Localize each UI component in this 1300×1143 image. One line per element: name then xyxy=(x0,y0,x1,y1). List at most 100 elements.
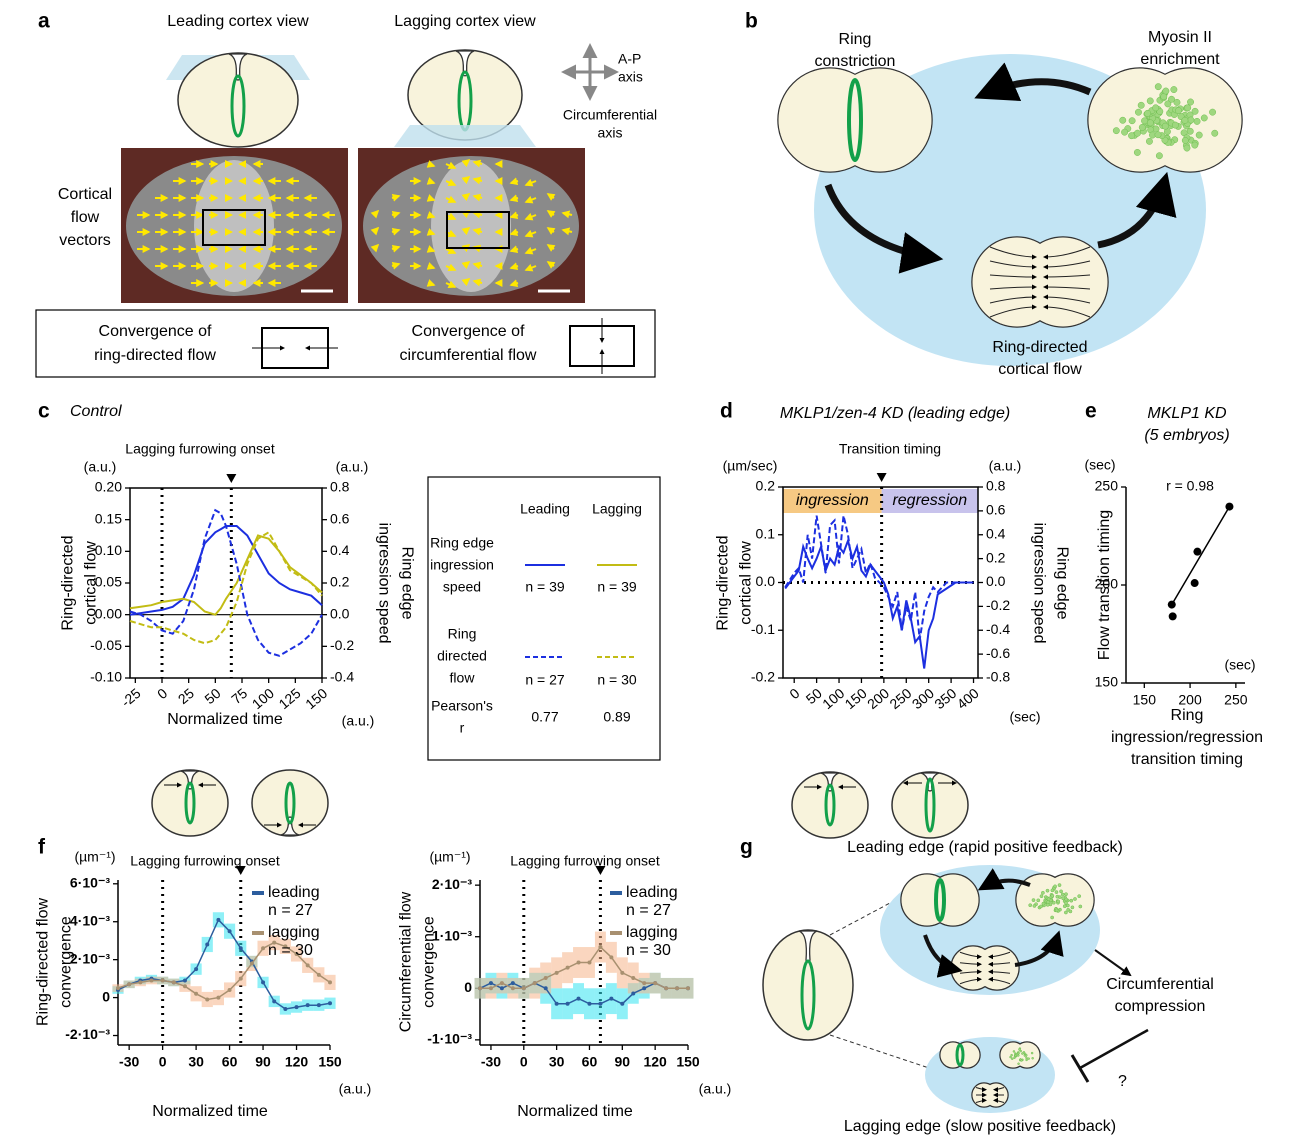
series-line xyxy=(785,541,973,669)
y-tick-label: -0.2 xyxy=(751,669,775,685)
annotation: Lagging furrowing onset xyxy=(130,853,280,869)
cell-text: n = 30 xyxy=(597,672,637,688)
series-point xyxy=(566,966,570,970)
myosin-dot xyxy=(1018,1048,1020,1050)
myosin-dot xyxy=(1175,107,1181,113)
point xyxy=(1191,579,1199,587)
myosin-dot xyxy=(1163,88,1169,94)
series-point xyxy=(620,971,624,975)
myosin-dot xyxy=(1134,130,1140,136)
series-point xyxy=(533,981,537,985)
series-point xyxy=(116,986,120,990)
y2-tick-label: -0.4 xyxy=(986,621,1010,637)
panel-label: g xyxy=(740,836,753,859)
node-label: compression xyxy=(1115,998,1206,1015)
series-point xyxy=(328,980,332,984)
y2-tick-label: 0.8 xyxy=(986,478,1006,494)
chart-title: MKLP1 KD xyxy=(1147,405,1227,422)
inhibition-bar xyxy=(1072,1055,1088,1082)
imaging-plane xyxy=(394,125,536,147)
series-point xyxy=(577,961,581,965)
panel-label: d xyxy=(720,400,733,423)
unit: (sec) xyxy=(1009,709,1040,725)
myosin-dot xyxy=(1113,127,1119,133)
row-label: flow xyxy=(71,209,100,226)
annotation: Transition timing xyxy=(839,441,941,457)
myosin-dot xyxy=(1029,904,1032,907)
row-label: directed xyxy=(437,648,487,664)
cell-text: 0.77 xyxy=(531,709,558,725)
myosin-dot xyxy=(1121,129,1127,135)
cell-fill xyxy=(829,69,932,172)
node-label: Ring-directed xyxy=(992,339,1087,356)
point xyxy=(1193,548,1201,556)
axis-label: axis xyxy=(598,125,623,141)
series-point xyxy=(194,967,198,971)
row-label: ingression xyxy=(430,557,494,573)
y-axis-label: convergence xyxy=(58,916,75,1008)
arrow xyxy=(1095,950,1130,975)
series-point xyxy=(328,1001,332,1005)
panel-label: f xyxy=(38,836,46,859)
unit: (a.u.) xyxy=(84,459,117,475)
y-tick-label: 0.1 xyxy=(756,525,776,541)
series-point xyxy=(183,979,187,983)
x-tick-label: 30 xyxy=(549,1054,565,1070)
myosin-dot xyxy=(1069,910,1072,913)
myosin-dot xyxy=(1028,1058,1030,1060)
series-point xyxy=(149,979,153,983)
myosin-dot xyxy=(1129,118,1135,124)
column-header: Lagging xyxy=(592,501,642,517)
x-axis-label: Normalized time xyxy=(152,1103,268,1120)
y2-tick-label: -0.8 xyxy=(986,669,1010,685)
myosin-dot xyxy=(1062,897,1065,900)
x-axis-label: Normalized time xyxy=(517,1103,633,1120)
series-point xyxy=(250,961,254,965)
embryo-image xyxy=(194,160,274,292)
legend-text: ring-directed flow xyxy=(94,347,216,364)
series-point xyxy=(261,980,265,984)
series-point xyxy=(653,981,657,985)
myosin-dot xyxy=(1052,901,1055,904)
x-tick-label: 90 xyxy=(615,1054,631,1070)
node-label: cortical flow xyxy=(998,361,1082,378)
series-point xyxy=(587,1002,591,1006)
legend-text: circumferential flow xyxy=(400,347,537,364)
x-tick-label: -30 xyxy=(119,1054,139,1070)
panel-label: b xyxy=(745,10,758,33)
connector xyxy=(830,1035,935,1070)
myosin-dot xyxy=(1152,105,1158,111)
unit: (µm/sec) xyxy=(723,458,778,474)
myosin-dot xyxy=(1188,117,1194,123)
x-tick-label: 50 xyxy=(201,685,223,707)
x-tick-label: 200 xyxy=(1178,692,1202,708)
myosin-dot xyxy=(1059,890,1062,893)
legend-box xyxy=(36,310,655,377)
myosin-dot xyxy=(1026,1059,1028,1061)
row-label: Ring edge xyxy=(430,535,494,551)
x-tick-label: 60 xyxy=(222,1054,238,1070)
unit: (a.u.) xyxy=(989,458,1022,474)
series-point xyxy=(598,945,602,949)
myosin-dot xyxy=(1135,109,1141,115)
y2-axis-label: ingression speed xyxy=(1030,523,1047,644)
x-tick-label: 250 xyxy=(1224,692,1248,708)
axis-label: Circumferential xyxy=(563,107,657,123)
row-label: r xyxy=(460,720,465,736)
cell-text: n = 39 xyxy=(525,579,565,595)
y-tick-label: 0.0 xyxy=(756,573,776,589)
event-marker xyxy=(877,473,887,482)
x-tick-label: -25 xyxy=(118,685,144,710)
x-axis-label: Normalized time xyxy=(167,711,283,728)
series-point xyxy=(205,942,209,946)
myosin-dot xyxy=(1184,105,1190,111)
series-point xyxy=(500,981,504,985)
series-point xyxy=(478,986,482,990)
node-label: Circumferential xyxy=(1106,976,1214,993)
unit: (µm⁻¹) xyxy=(429,849,470,865)
myosin-dot xyxy=(1031,1052,1033,1054)
myosin-dot xyxy=(1141,118,1147,124)
y-tick-label: 0.2 xyxy=(756,478,776,494)
myosin-dot xyxy=(1033,904,1036,907)
chart-title: MKLP1/zen-4 KD (leading edge) xyxy=(780,405,1010,422)
